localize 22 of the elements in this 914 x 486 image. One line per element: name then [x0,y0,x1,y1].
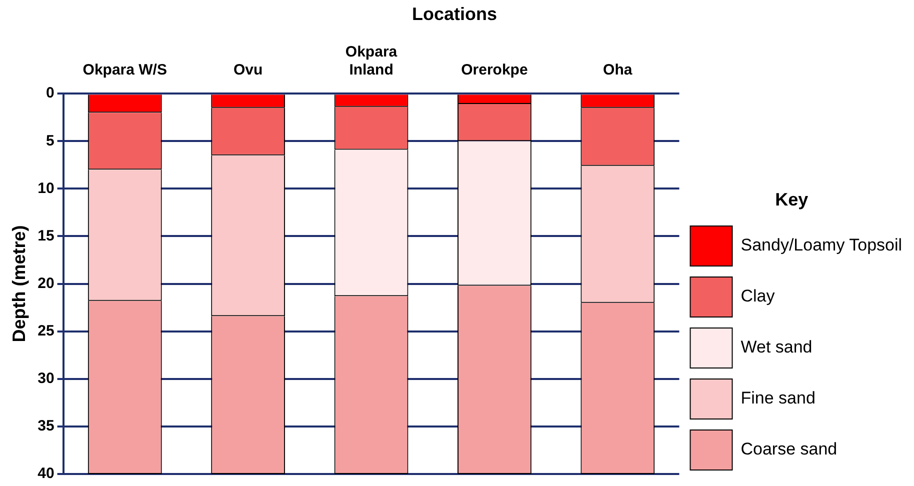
x-tick-label: Okpara W/S [82,62,167,79]
y-tick-label: 40 [38,465,54,482]
y-tick-label: 5 [46,132,54,150]
y-tick-label: 30 [38,370,54,388]
legend-label: Coarse sand [740,440,838,459]
y-tick-label: 35 [38,418,54,435]
y-tick-label: 20 [38,274,54,292]
y-tick-label: 10 [38,180,54,197]
y-tick-label: 0 [46,84,54,102]
y-axis-title: Depth (metre) [8,225,29,342]
legend-label: Fine sand [740,388,816,408]
x-tick-label: Ovu [233,62,263,79]
y-tick-label: 15 [38,227,54,244]
legend-label: Wet sand [740,338,812,357]
legend-label: Sandy/Loamy Topsoil [740,236,902,255]
x-tick-label: Okpara Inland [345,44,398,79]
y-tick-label: 25 [38,322,54,340]
x-tick-label: Oha [603,62,633,79]
x-tick-label: Orerokpe [461,62,528,79]
chart-title: Locations [412,4,498,24]
legend-label: Clay [740,286,776,306]
legend-title: Key [775,189,808,210]
